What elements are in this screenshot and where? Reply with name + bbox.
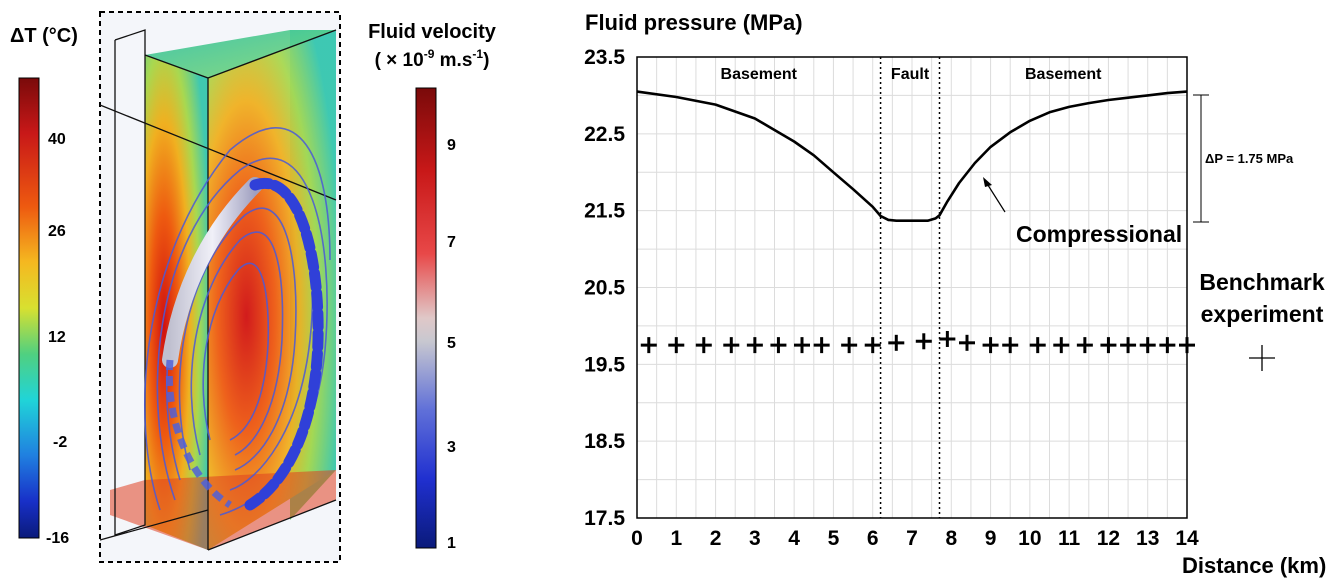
benchmark-point [888, 334, 905, 351]
x-tick-label: 2 [710, 527, 722, 550]
x-axis-label: Distance (km) [1182, 553, 1326, 578]
x-tick-label: 1 [670, 527, 682, 550]
curve-label-arrow [983, 177, 1006, 213]
velocity-tick-label: 9 [447, 137, 456, 154]
delta-p-label: ΔP = 1.75 MPa [1205, 151, 1294, 166]
temperature-tick-label: 12 [48, 329, 66, 346]
benchmark-point [1053, 337, 1070, 354]
temperature-tick-label: 40 [48, 131, 66, 148]
benchmark-point [841, 337, 858, 354]
x-tick-label: 14 [1175, 527, 1199, 550]
compressional-curve [636, 90, 1188, 222]
temperature-tick-label: -16 [46, 530, 69, 547]
benchmark-point [668, 337, 685, 354]
benchmark-point [1179, 337, 1195, 354]
y-tick-label: 23.5 [584, 46, 625, 69]
y-axis-ticks: 23.5 22.5 21.5 20.5 19.5 18.5 17.5 [584, 46, 625, 530]
velocity-tick-label: 7 [447, 234, 456, 251]
pressure-chart: Fluid pressure (MPa) 23.5 22.5 21.5 20.5 19.… [584, 10, 1326, 578]
benchmark-point [723, 337, 740, 354]
curve-label: Compressional [1016, 221, 1182, 247]
x-tick-label: 10 [1018, 527, 1041, 550]
flow-tube [162, 177, 263, 368]
chart-series [636, 90, 1195, 354]
x-tick-label: 13 [1136, 527, 1159, 550]
legend-benchmark-marker [1249, 345, 1275, 371]
benchmark-point [640, 337, 657, 354]
x-tick-label: 0 [631, 527, 643, 550]
benchmark-point [770, 337, 787, 354]
legend-benchmark-line2: experiment [1201, 301, 1324, 327]
x-tick-label: 12 [1097, 527, 1120, 550]
benchmark-point [1120, 337, 1137, 354]
benchmark-point [1100, 337, 1117, 354]
benchmark-point [982, 337, 999, 354]
zone-labels: Basement Fault Basement [721, 66, 1103, 83]
x-tick-label: 11 [1058, 527, 1081, 550]
x-tick-label: 5 [828, 527, 840, 550]
y-tick-label: 18.5 [584, 430, 625, 453]
x-tick-label: 9 [985, 527, 997, 550]
x-tick-label: 6 [867, 527, 879, 550]
benchmark-point [746, 337, 763, 354]
benchmark-point [864, 337, 881, 354]
temperature-colorbar-label: ΔT (°C) [10, 25, 78, 47]
velocity-colorbar: Fluid velocity ( × 10-9 m.s-1) 9 7 5 3 1 [368, 21, 497, 552]
velocity-tick-label: 1 [447, 535, 456, 552]
zone-label: Fault [891, 66, 930, 83]
y-tick-label: 17.5 [584, 507, 625, 530]
y-tick-label: 21.5 [584, 200, 625, 223]
benchmark-point [959, 334, 975, 351]
benchmark-point [1002, 337, 1019, 354]
benchmark-point [1139, 337, 1156, 354]
velocity-gradient-bar [415, 87, 437, 549]
benchmark-point [1076, 337, 1093, 354]
velocity-tick-label: 3 [447, 439, 456, 456]
benchmark-point [915, 333, 932, 350]
x-tick-label: 7 [906, 527, 918, 550]
velocity-colorbar-label-line2: ( × 10-9 m.s-1) [375, 47, 490, 71]
chart-grid [636, 56, 1188, 519]
model-wireframe [99, 29, 337, 551]
y-tick-label: 22.5 [584, 123, 625, 146]
model-bottom-plate [110, 470, 336, 550]
model-top-face [145, 30, 336, 78]
temperature-tick-label: 26 [48, 223, 66, 240]
benchmark-point [794, 337, 810, 354]
x-tick-label: 8 [945, 527, 957, 550]
fault-zone-lines [879, 57, 941, 518]
temperature-gradient-bar [18, 77, 40, 539]
x-tick-label: 4 [788, 527, 800, 550]
benchmark-point [813, 337, 830, 354]
chart-title: Fluid pressure (MPa) [585, 10, 803, 35]
legend-benchmark-line1: Benchmark [1199, 269, 1324, 295]
flow-tube-return [165, 359, 232, 508]
benchmark-point [1029, 337, 1046, 354]
x-axis-ticks: 0 1 2 3 4 5 6 7 8 9 10 11 12 13 14 [631, 527, 1199, 550]
benchmark-point [1159, 337, 1176, 354]
delta-p-bracket [1193, 94, 1209, 223]
temperature-colorbar: ΔT (°C) 40 26 12 -2 -16 [10, 25, 78, 547]
zone-label: Basement [1025, 66, 1102, 83]
y-tick-label: 20.5 [584, 277, 625, 300]
model-3d-render [99, 11, 341, 563]
benchmark-point [695, 337, 712, 354]
velocity-colorbar-label-line1: Fluid velocity [368, 21, 497, 43]
plot-frame [636, 56, 1188, 519]
temperature-tick-label: -2 [53, 434, 67, 451]
y-tick-label: 19.5 [584, 353, 625, 376]
benchmark-point [939, 330, 956, 347]
zone-label: Basement [721, 66, 798, 83]
velocity-tick-label: 5 [447, 335, 456, 352]
x-tick-label: 3 [749, 527, 761, 550]
flow-tube-arrows [244, 177, 324, 511]
